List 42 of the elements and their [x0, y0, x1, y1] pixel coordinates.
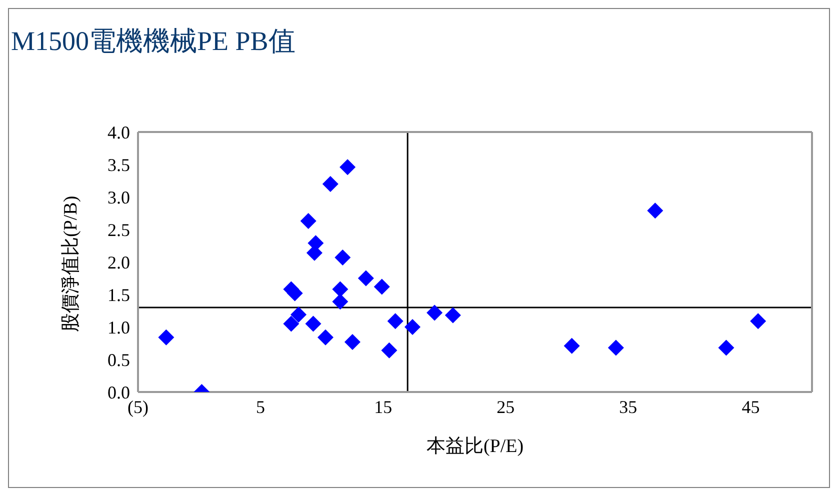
point: [283, 316, 300, 332]
x-tick-label: 45: [742, 396, 760, 417]
point: [358, 270, 374, 286]
y-tick-label: 4.0: [108, 122, 130, 142]
point: [387, 313, 404, 330]
y-tick-label: 1.0: [108, 317, 130, 338]
chart-title: M1500電機機械PE PB值: [11, 25, 296, 58]
point: [564, 338, 580, 354]
point: [718, 340, 734, 356]
point: [647, 202, 664, 219]
x-tick-label: 25: [496, 396, 515, 417]
y-tick-label: 1.5: [108, 284, 130, 305]
point: [334, 249, 351, 266]
y-tick-label: 0.0: [108, 382, 130, 402]
x-tick-label: 5: [256, 396, 266, 417]
x-tick-label: 15: [374, 396, 392, 417]
point: [374, 278, 390, 295]
x-tick-label: (5): [128, 396, 148, 417]
y-tick-label: 3.0: [108, 187, 130, 208]
point: [750, 313, 766, 330]
point: [344, 334, 360, 350]
point: [332, 294, 348, 310]
point: [340, 159, 356, 176]
point: [300, 213, 316, 230]
point: [317, 329, 334, 346]
point: [332, 281, 348, 298]
point: [608, 340, 624, 356]
point: [381, 342, 398, 358]
y-tick-label: 2.5: [108, 220, 130, 240]
x-tick-label: 35: [619, 396, 638, 417]
point: [322, 176, 338, 192]
x-axis-title: 本益比(P/E): [426, 436, 524, 457]
point: [158, 329, 174, 346]
point: [404, 319, 420, 335]
point: [290, 306, 307, 323]
point: [426, 304, 443, 321]
y-tick-label: 0.5: [108, 350, 130, 370]
y-tick-label: 2.0: [108, 252, 130, 272]
point: [444, 307, 461, 324]
point: [305, 316, 322, 332]
y-tick-label: 3.5: [108, 154, 130, 175]
y-axis-title: 股價淨值比(P/B): [60, 196, 82, 332]
